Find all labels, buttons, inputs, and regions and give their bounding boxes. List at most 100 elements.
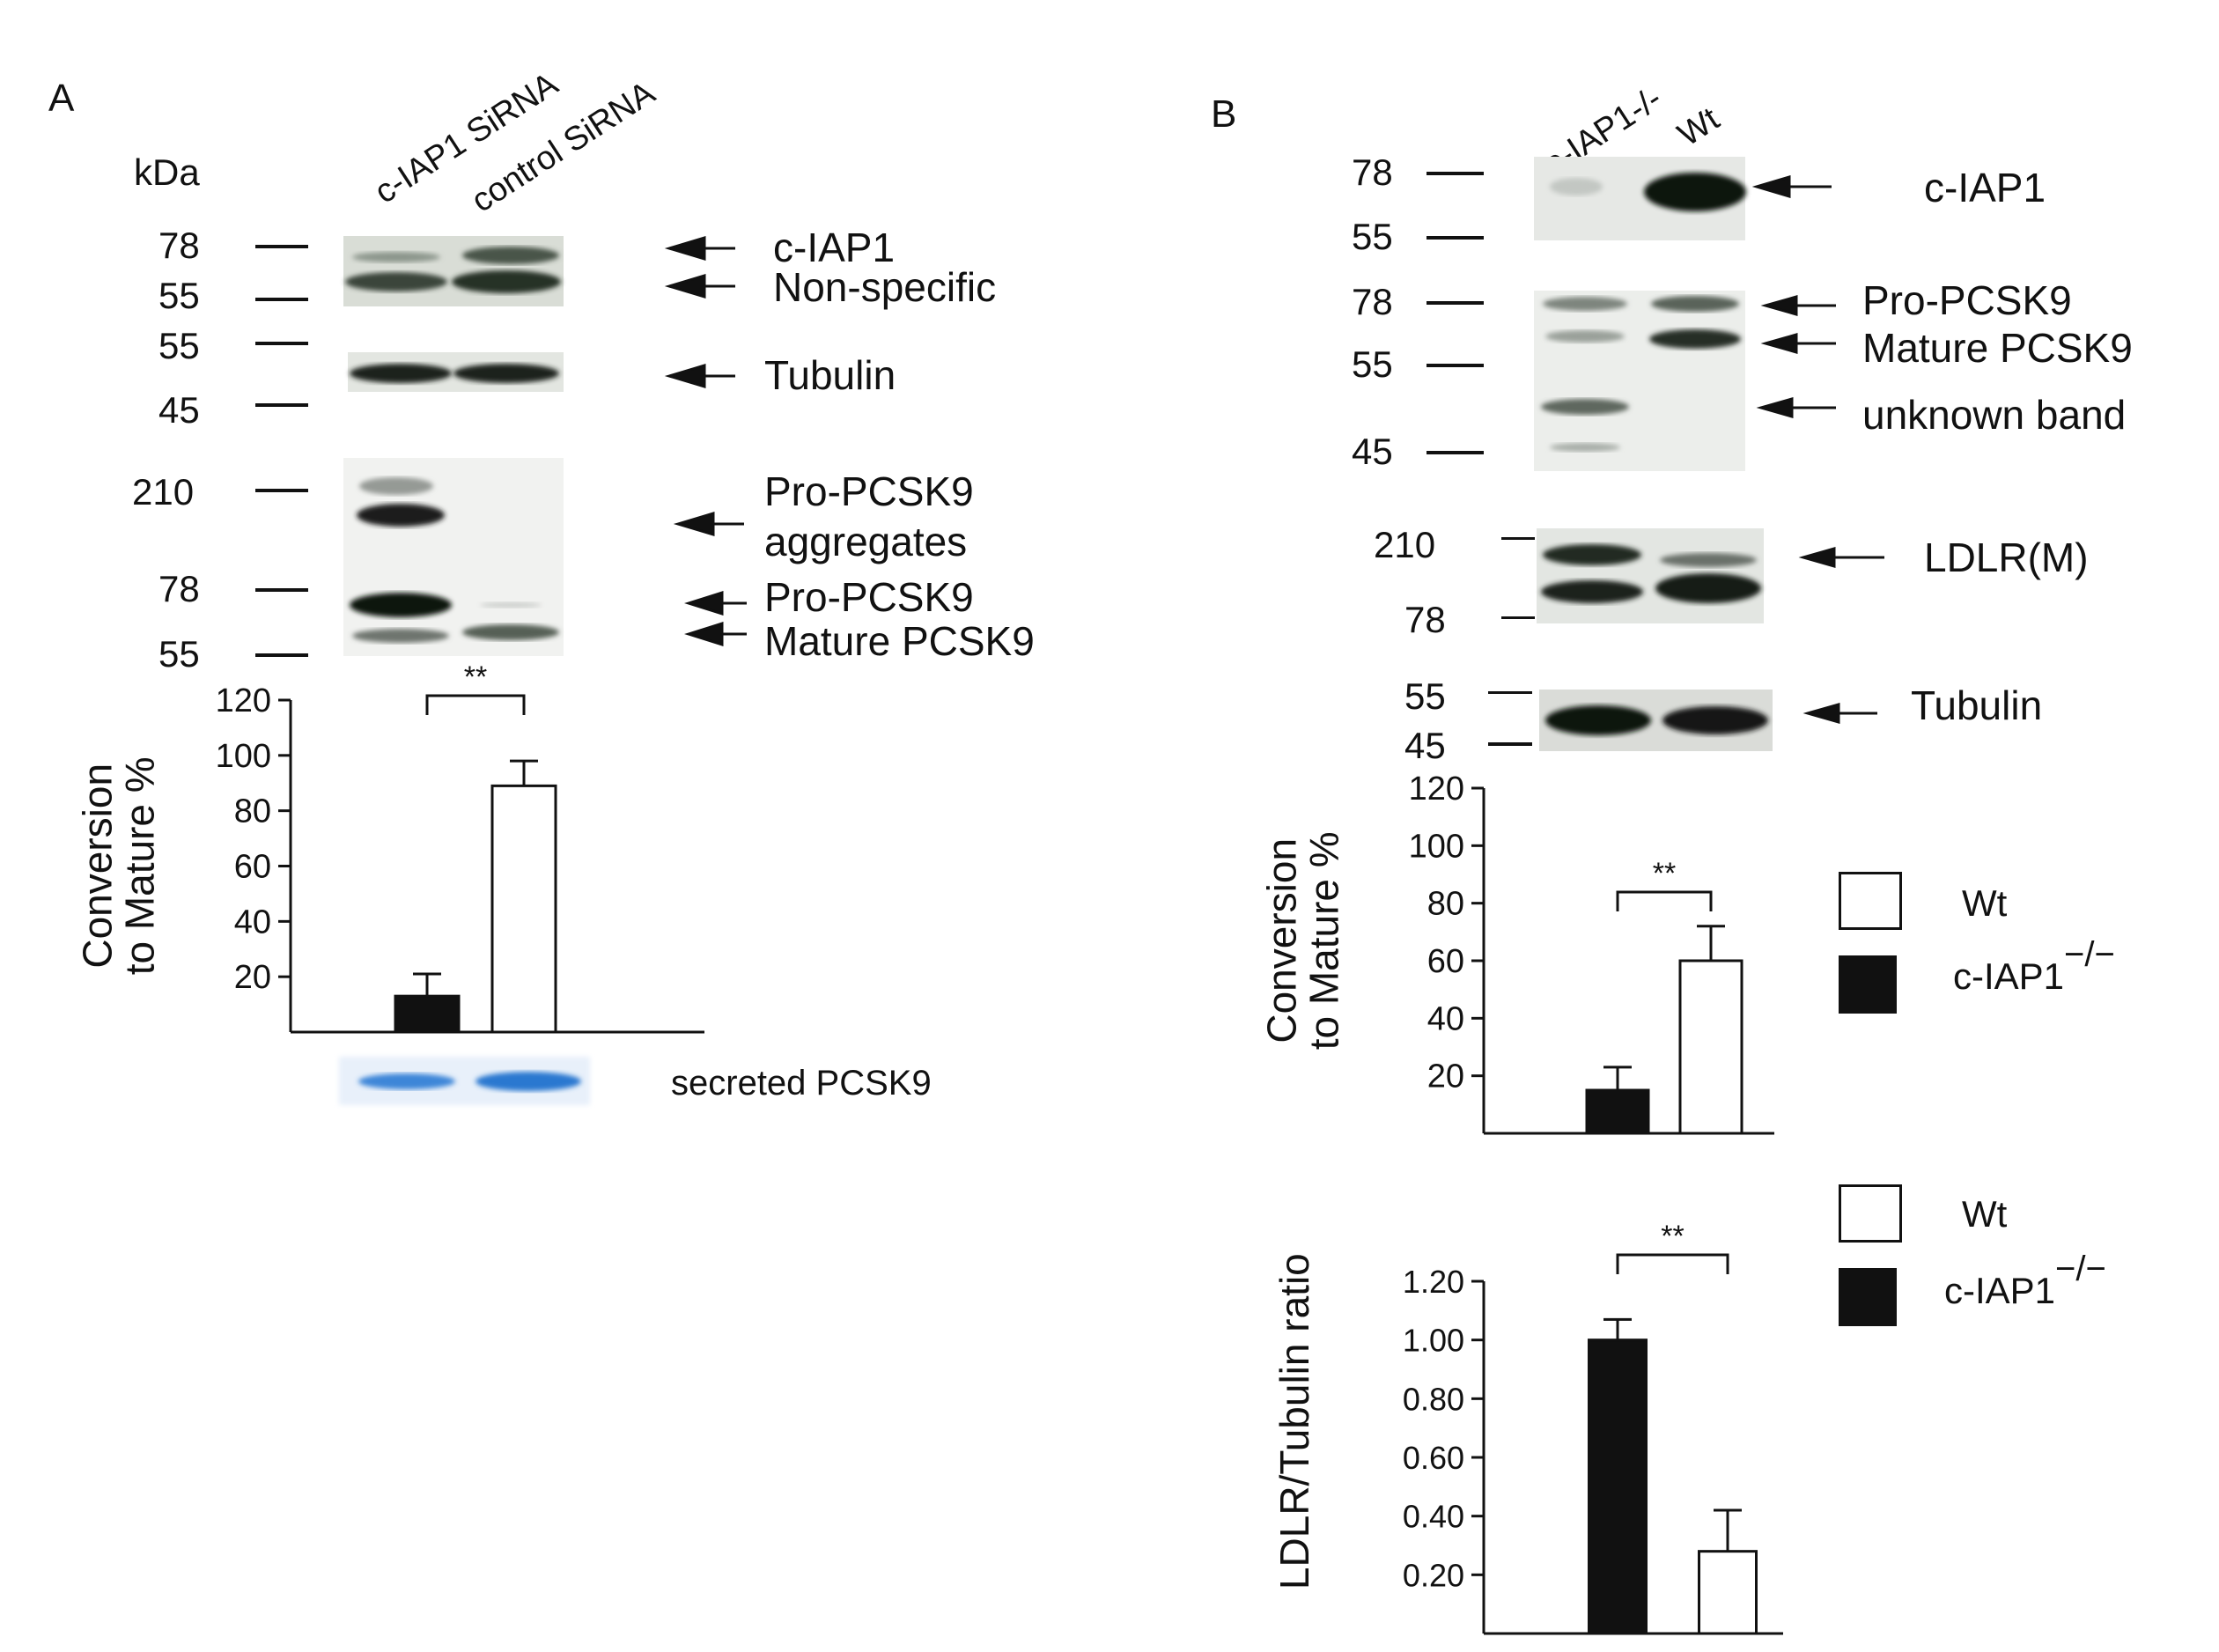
significance-label: ** [1661,1220,1684,1253]
band [352,252,440,262]
marker-55: 55 [1352,216,1393,257]
band [480,602,542,608]
marker-tick [255,298,308,301]
band [1651,296,1739,312]
y-tick-label: 100 [216,738,271,775]
band [1662,706,1768,734]
band-label-nonspecific: Non-specific [773,264,997,310]
secreted-pcsk9-label: secreted PCSK9 [671,1064,932,1103]
band [357,504,445,527]
band-label-tubulin: Tubulin [1911,682,2043,728]
legend-label-ko: c-IAP1−/− [1944,1250,2106,1311]
band-label-ciap1: c-IAP1 [773,225,896,270]
band [1541,399,1629,415]
significance-label: ** [1653,857,1676,890]
significance-bracket [1616,1253,1729,1274]
legend-label-wt: Wt [1962,1193,2008,1235]
band-label-mature-pcsk9: Mature PCSK9 [764,618,1035,664]
y-tick-label: 40 [1427,1000,1464,1037]
blot-pcsk9 [1534,291,1745,471]
band [1541,580,1643,603]
marker-tick [1501,537,1535,540]
band [1550,178,1603,195]
y-tick-label: 20 [1427,1058,1464,1095]
band-label-ciap1: c-IAP1 [1924,165,2046,210]
bar-first [1585,1088,1650,1135]
kda-label: kDa [134,151,200,193]
y-tick-label: 1.20 [1403,1264,1464,1300]
arrows-panel-a [664,235,747,647]
significance-bracket [1616,890,1713,911]
marker-tick [1426,236,1484,240]
legend-swatch-wt [1839,1184,1902,1243]
band [462,247,559,264]
panel-a-label: A [48,77,75,120]
band-label-pro-pcsk9-aggregates-2: aggregates [764,519,968,564]
band [350,593,452,617]
band [476,1072,581,1091]
panel-b-label: B [1211,92,1237,136]
y-tick-label: 1.00 [1403,1323,1464,1359]
band [1644,173,1746,211]
marker-78: 78 [158,568,200,609]
y-tick-label: 40 [234,903,271,940]
band-label-pro-pcsk9-aggregates-1: Pro-PCSK9 [764,468,974,514]
band [1550,443,1620,452]
band [350,364,452,383]
bar-second [1678,959,1744,1135]
band [453,364,559,383]
marker-55: 55 [1404,675,1446,717]
bar-second [1698,1550,1758,1635]
marker-45: 45 [1404,725,1446,766]
marker-tick [255,245,308,248]
band [1545,705,1651,735]
marker-tick [1426,301,1484,305]
band-label-pro-pcsk9: Pro-PCSK9 [764,574,974,620]
band-label-mature-pcsk9: Mature PCSK9 [1862,325,2133,371]
band-label-ldlr: LDLR(M) [1924,535,2089,580]
chart-a: 20 40 60 80 100 120 ** [216,660,704,1034]
y-tick-label: 80 [234,793,271,830]
marker-tick [255,588,308,592]
band [352,629,449,643]
band [358,1073,455,1089]
y-tick-label: 120 [216,682,271,719]
marker-55: 55 [158,275,200,316]
y-tick-label: 100 [1409,828,1464,865]
marker-tick [1426,364,1484,367]
marker-78: 78 [1352,151,1393,193]
band [1655,573,1761,603]
legend-label-wt: Wt [1962,882,2008,924]
band-label-tubulin: Tubulin [764,352,896,398]
marker-tick [1488,691,1532,694]
band-label-pro-pcsk9: Pro-PCSK9 [1862,277,2072,323]
y-tick-label: 60 [234,849,271,886]
chart-b2: 0.20 0.40 0.60 0.80 1.00 1.20 ** [1403,1220,1783,1635]
marker-210: 210 [132,471,195,513]
significance-bracket [425,694,526,715]
marker-tick [1426,451,1484,454]
band [1545,330,1625,343]
band [345,272,447,291]
significance-label: ** [464,660,487,694]
y-tick-label: 120 [1409,771,1464,808]
bar-second [490,784,557,1034]
band-label-unknown-band: unknown band [1862,392,2127,438]
band [1660,553,1757,567]
marker-tick [255,489,308,492]
marker-tick [255,653,308,657]
y-tick-label: 0.40 [1403,1499,1464,1535]
blot-ciap1 [343,236,564,306]
marker-tick [1426,172,1484,175]
legend-swatch-ko [1839,955,1897,1014]
marker-78: 78 [1404,599,1446,640]
bar-first [394,994,461,1034]
marker-78: 78 [158,225,200,266]
marker-tick [255,342,308,345]
marker-55: 55 [1352,343,1393,385]
marker-tick [1488,742,1532,746]
marker-55: 55 [158,633,200,675]
marker-78: 78 [1352,281,1393,322]
marker-55: 55 [158,325,200,366]
arrows-panel-b [1751,174,1884,724]
